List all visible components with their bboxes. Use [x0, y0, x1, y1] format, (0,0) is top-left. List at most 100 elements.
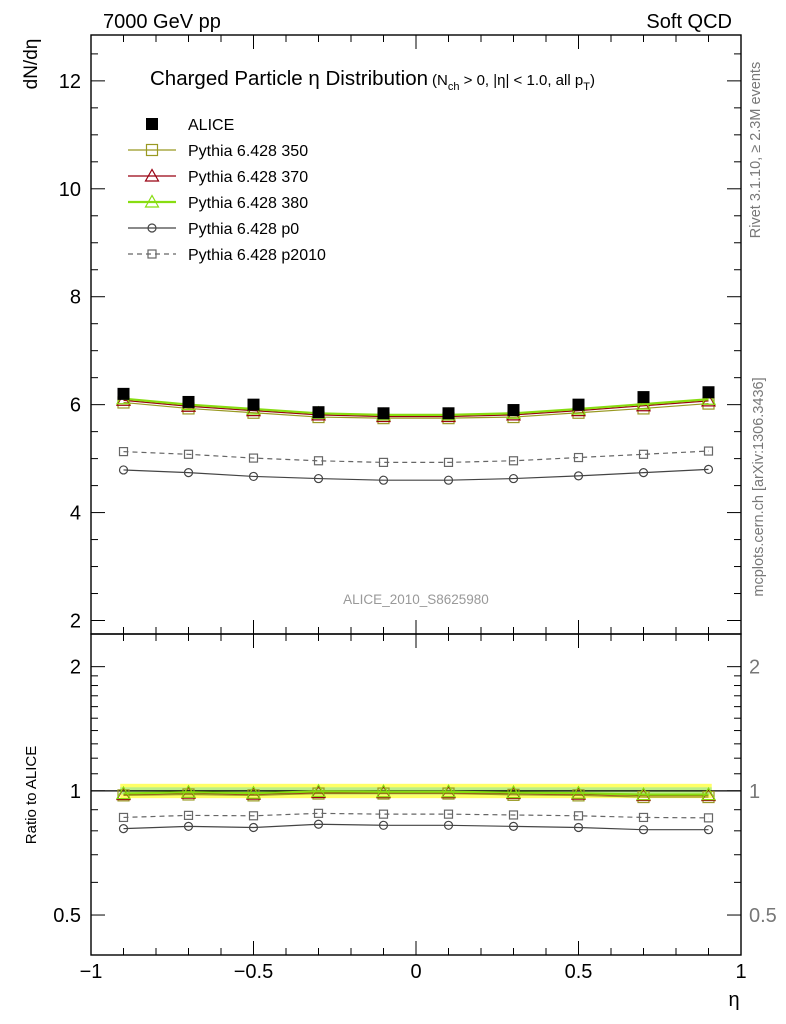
data-point-top-alice: [702, 386, 715, 399]
data-point-top-pythia-6-428-p0: [443, 475, 454, 485]
x-tick-label: 0.5: [565, 961, 593, 983]
data-point-top-alice: [247, 398, 260, 411]
axis-ticks: [90, 35, 742, 956]
legend-label-pythia-6-428-380: Pythia 6.428 380: [188, 195, 308, 212]
x-tick-label: −0.5: [234, 961, 273, 983]
data-point-top-pythia-6-428-380: [635, 396, 652, 410]
data-point-ratio-pythia-6-428-380: [570, 785, 587, 799]
series-alice: [117, 386, 715, 420]
analysis-id: ALICE_2010_S8625980: [343, 592, 489, 607]
data-point-ratio-pythia-6-428-p2010: [118, 812, 129, 823]
y-tick-label-ratio-right: 1: [749, 781, 760, 803]
legend-label-pythia-6-428-350: Pythia 6.428 350: [188, 143, 308, 160]
data-point-top-pythia-6-428-p0: [508, 473, 519, 484]
data-point-ratio-pythia-6-428-p2010: [183, 810, 194, 820]
energy-label: 7000 GeV pp: [103, 11, 221, 33]
y-tick-label-ratio-right: 0.5: [749, 905, 777, 927]
legend-marker-alice: [146, 118, 158, 130]
legend-entry-pythia-6-428-370: Pythia 6.428 370: [128, 168, 308, 186]
data-point-ratio-pythia-6-428-p0: [248, 822, 259, 833]
data-point-ratio-pythia-6-428-p0: [638, 825, 649, 835]
data-point-top-pythia-6-428-p0: [248, 471, 259, 482]
legend-label-pythia-6-428-p2010: Pythia 6.428 p2010: [188, 247, 326, 264]
data-point-top-pythia-6-428-p2010: [508, 456, 519, 466]
data-point-ratio-pythia-6-428-380: [180, 784, 197, 798]
rivet-label: Rivet 3.1.10, ≥ 2.3M events: [748, 62, 764, 238]
x-axis-label: η: [728, 989, 739, 1011]
title-cond-3: ): [590, 72, 595, 89]
legend-marker-pythia-6-428-370: [144, 168, 160, 182]
data-point-top-pythia-6-428-p0: [313, 473, 324, 484]
data-point-ratio-pythia-6-428-p0: [378, 820, 389, 830]
legend-marker-pythia-6-428-p2010: [147, 249, 157, 259]
series-line-ratio-pythia-6-428-350: [123, 792, 709, 798]
data-point-ratio-pythia-6-428-350: [377, 787, 390, 800]
series-pythia-6-428-p2010: [118, 446, 714, 823]
legend-label-pythia-6-428-p0: Pythia 6.428 p0: [188, 221, 299, 238]
data-point-ratio-pythia-6-428-380: [115, 785, 132, 800]
y-tick-label-ratio: 1: [70, 781, 81, 803]
data-point-ratio-pythia-6-428-p2010: [638, 812, 649, 823]
data-point-ratio-pythia-6-428-380: [440, 784, 457, 798]
x-tick-label: 0: [410, 961, 421, 983]
data-point-top-alice: [377, 407, 390, 420]
data-point-top-alice: [117, 387, 130, 400]
data-point-ratio-pythia-6-428-p2010: [703, 813, 714, 823]
data-point-top-alice: [442, 407, 455, 420]
title-cond-sub-2: T: [583, 81, 590, 93]
y-tick-label-ratio-right: 2: [749, 657, 760, 679]
data-point-ratio-pythia-6-428-380: [310, 783, 327, 797]
data-point-top-pythia-6-428-p2010: [638, 449, 649, 459]
data-point-top-pythia-6-428-p2010: [313, 456, 324, 466]
data-point-ratio-pythia-6-428-p2010: [508, 810, 519, 820]
data-point-ratio-pythia-6-428-p2010: [378, 809, 389, 819]
data-point-top-alice: [182, 395, 195, 408]
series-pythia-6-428-380: [115, 390, 717, 801]
data-point-top-pythia-6-428-p2010: [573, 452, 584, 463]
title-cond-1: (N: [432, 72, 448, 89]
series-line-top-pythia-6-428-p2010: [123, 450, 709, 463]
data-point-ratio-pythia-6-428-p2010: [443, 809, 454, 819]
data-point-ratio-pythia-6-428-p0: [573, 822, 584, 833]
legend: ALICE Pythia 6.428 350 Pythia 6.428 370 Pyt…: [128, 117, 326, 264]
chart-title: Charged Particle η Distribution (Nch > 0,…: [150, 67, 595, 93]
y-tick-label-top: 12: [59, 71, 81, 93]
data-point-ratio-pythia-6-428-380: [635, 786, 652, 801]
data-point-top-pythia-6-428-380: [700, 391, 717, 405]
data-point-top-pythia-6-428-p2010: [378, 457, 389, 467]
series-line-ratio-pythia-6-428-p0: [123, 823, 709, 831]
data-point-ratio-pythia-6-428-p2010: [313, 808, 324, 818]
data-point-top-pythia-6-428-p0: [703, 464, 714, 475]
title-cond-sub-1: ch: [448, 81, 460, 93]
legend-entry-pythia-6-428-350: Pythia 6.428 350: [128, 143, 308, 160]
y-tick-label-top: 8: [70, 287, 81, 309]
data-point-top-pythia-6-428-p0: [573, 471, 584, 481]
data-point-ratio-pythia-6-428-380: [245, 785, 262, 799]
data-point-top-alice: [572, 398, 585, 411]
data-point-top-pythia-6-428-p2010: [248, 453, 259, 463]
data-point-top-pythia-6-428-p2010: [443, 457, 454, 467]
legend-entry-alice: ALICE: [146, 117, 234, 134]
series-line-ratio-pythia-6-428-p2010: [123, 812, 709, 819]
series-line-top-pythia-6-428-p0: [123, 468, 709, 481]
data-point-ratio-pythia-6-428-p0: [443, 820, 454, 830]
data-point-ratio-pythia-6-428-p0: [703, 825, 714, 835]
y-tick-label-top: 6: [70, 395, 81, 417]
data-point-ratio-pythia-6-428-p0: [313, 819, 324, 829]
mcplots-label: mcplots.cern.ch [arXiv:1306.3436]: [751, 377, 767, 596]
data-point-top-pythia-6-428-p0: [118, 465, 129, 475]
data-point-top-alice: [312, 406, 325, 419]
data-point-ratio-pythia-6-428-380: [505, 784, 522, 799]
legend-entry-pythia-6-428-p0: Pythia 6.428 p0: [128, 221, 299, 238]
data-point-top-pythia-6-428-p0: [183, 468, 194, 478]
series-pythia-6-428-p0: [118, 464, 714, 835]
data-point-ratio-pythia-6-428-p0: [183, 821, 194, 831]
data-point-ratio-pythia-6-428-350: [117, 789, 130, 802]
series-line-top-pythia-6-428-380: [123, 397, 709, 417]
data-point-top-pythia-6-428-p0: [378, 475, 389, 485]
legend-label-pythia-6-428-370: Pythia 6.428 370: [188, 169, 308, 186]
legend-entry-pythia-6-428-p2010: Pythia 6.428 p2010: [128, 247, 326, 264]
title-main: Charged Particle η Distribution: [150, 67, 428, 90]
